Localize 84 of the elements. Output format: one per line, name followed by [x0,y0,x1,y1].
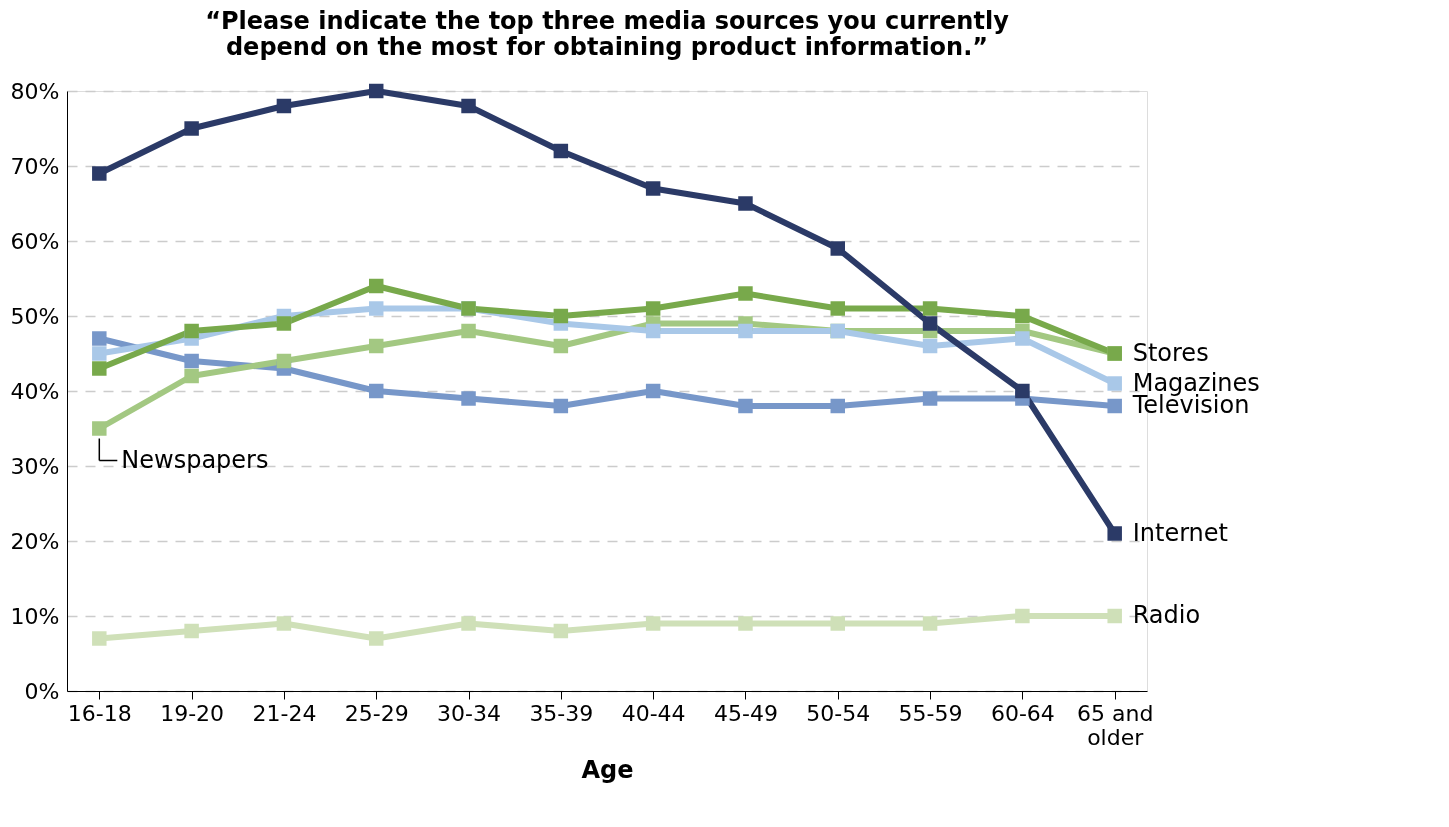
x-tick-label: 16-18 [67,700,132,726]
point [461,323,476,339]
y-tick-label: 20% [10,528,60,554]
point [738,616,753,631]
point [922,301,938,316]
point [368,383,384,399]
point [1015,308,1030,324]
point [922,616,938,631]
chart-title: “Please indicate the top three media sources you currently depend on the most for obtaining product information.” [205,7,1010,61]
point [830,301,846,316]
point [922,316,938,331]
point [92,361,107,376]
series-label: Internet [1132,518,1228,547]
x-tick-label: 35-39 [529,700,594,726]
x-tick-label: 40-44 [621,700,686,726]
y-tick-label: 60% [10,228,60,254]
point [922,391,938,406]
point [368,338,384,354]
point [830,616,846,631]
point [184,121,199,136]
point [1107,398,1122,414]
series-label: Newspapers [121,445,269,474]
point [553,143,569,159]
point [738,398,753,414]
series-label: Radio [1132,601,1201,629]
point [461,98,476,114]
point [276,353,292,369]
x-tick-label: 50-54 [806,700,871,726]
point [553,338,569,354]
point [461,616,476,631]
point [92,421,107,436]
point [184,368,199,384]
point [92,166,107,181]
point [276,616,292,631]
x-tick-label: 21-24 [252,700,317,726]
point [830,398,846,414]
y-tick-label: 50% [10,303,60,329]
point [368,301,384,316]
point [738,286,753,301]
x-tick-label: 45-49 [713,700,778,726]
point [922,338,938,354]
point [645,301,661,316]
x-tick-label: 25-29 [344,700,409,726]
y-tick-label: 10% [10,603,60,629]
x-tick-label: 30-34 [437,700,502,726]
point [738,323,753,339]
y-tick-label: 40% [10,378,60,404]
point [368,278,384,294]
x-tick-label: 60-64 [990,700,1055,726]
point [830,241,846,256]
point [92,346,107,361]
y-tick-label: 80% [10,78,60,104]
x-tick-label: 65 and older [1077,700,1154,750]
point [368,83,384,99]
y-tick-label: 0% [24,678,60,704]
point [645,181,661,196]
point [738,196,753,211]
point [1107,608,1122,624]
x-tick-label: 55-59 [898,700,963,726]
point [645,616,661,631]
y-tick-label: 70% [10,153,60,179]
point [276,98,292,114]
x-axis-title: Age [581,755,634,784]
point [553,623,569,639]
series-label: Stores [1132,338,1209,367]
point [1015,383,1030,399]
point [461,391,476,406]
x-tick-label: 19-20 [160,700,225,726]
point [1015,608,1030,624]
point [1015,331,1030,346]
y-tick-label: 30% [10,453,60,479]
point [92,331,107,346]
point [1107,526,1122,541]
point [553,308,569,324]
point [1107,376,1122,391]
point [184,353,199,369]
point [276,316,292,331]
point [92,631,107,646]
point [368,631,384,646]
point [645,323,661,339]
point [184,623,199,639]
point [553,398,569,414]
point [645,383,661,399]
point [184,323,199,339]
